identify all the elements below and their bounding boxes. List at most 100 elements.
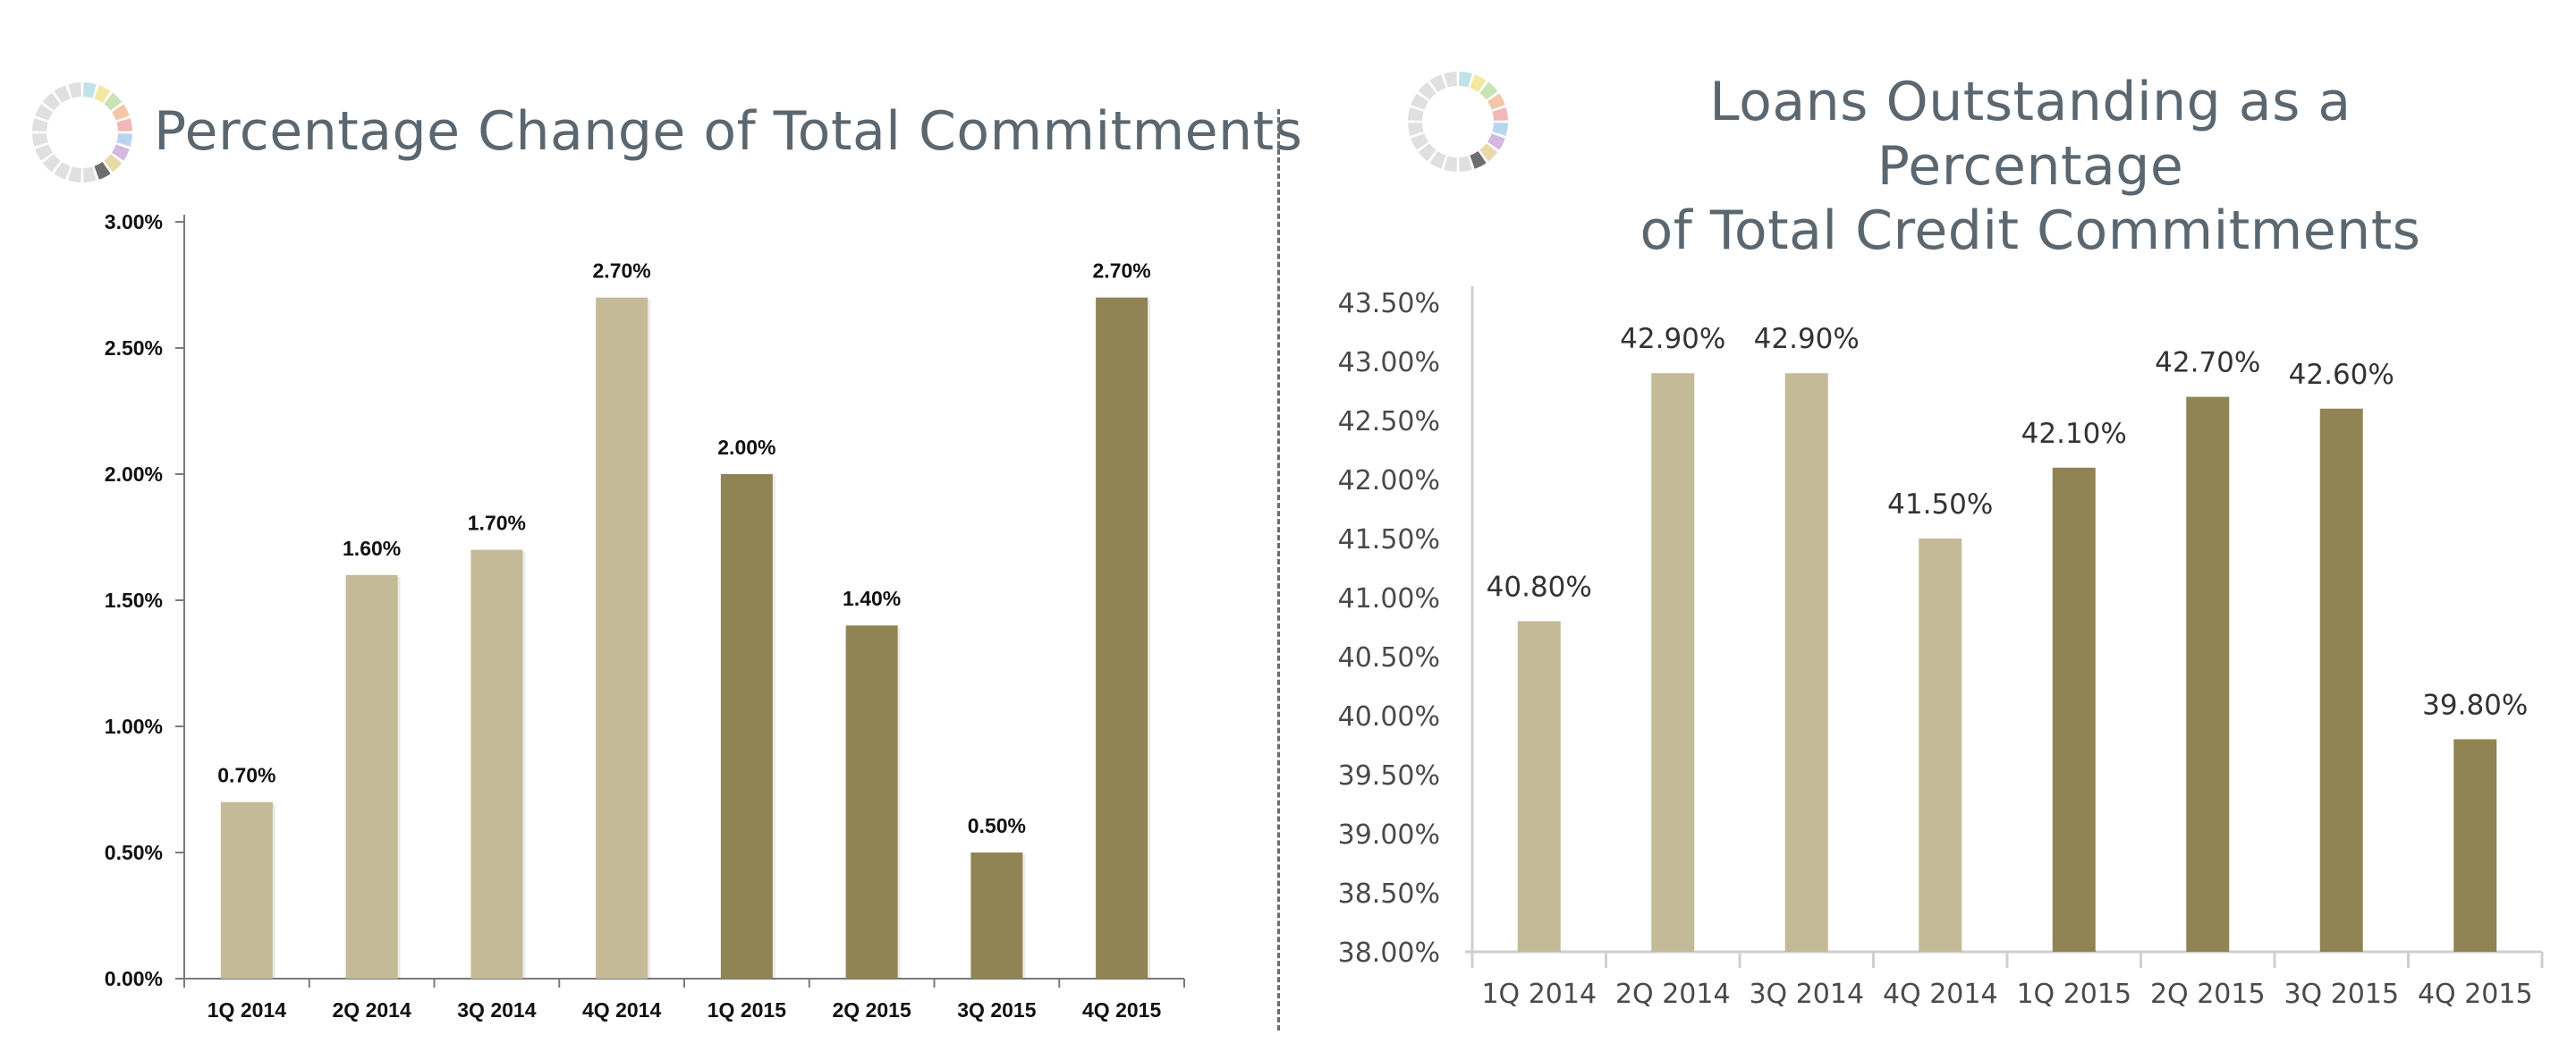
data-label: 40.80% bbox=[1487, 571, 1592, 603]
chart-title-right: Loans Outstanding as a Percentage of Tot… bbox=[1556, 70, 2504, 263]
logo-segment bbox=[1470, 150, 1487, 169]
x-tick-label: 1Q 2014 bbox=[1481, 979, 1597, 1010]
x-tick-label: 3Q 2014 bbox=[1749, 979, 1864, 1010]
data-label: 42.10% bbox=[2021, 418, 2127, 450]
data-label: 1.60% bbox=[343, 537, 401, 560]
y-tick-label: 2.50% bbox=[105, 336, 163, 360]
logo-segment bbox=[32, 133, 48, 147]
left-chart-panel: Percentage Change of Total Commitments 0… bbox=[0, 0, 1302, 1052]
y-tick-label: 3.00% bbox=[105, 210, 163, 233]
chart-title-line-2: of Total Credit Commitments bbox=[1640, 199, 2421, 262]
logo-segment bbox=[68, 166, 81, 182]
ring-logo-icon bbox=[32, 82, 132, 182]
logo-segment bbox=[116, 133, 132, 147]
logo-segment bbox=[1411, 133, 1429, 150]
logo-segment bbox=[1459, 72, 1472, 88]
logo-segment bbox=[1459, 156, 1472, 172]
logo-segment bbox=[54, 161, 71, 180]
logo-segment bbox=[32, 118, 48, 132]
bar bbox=[2453, 739, 2497, 952]
bar-chart-right: 38.00% 38.50% 39.00% 39.50% 40.00% 40.50% 41.0… bbox=[1338, 286, 2544, 1010]
x-tick-label: 2Q 2015 bbox=[833, 998, 911, 1022]
bar bbox=[596, 297, 648, 980]
y-tick-label: 2.00% bbox=[105, 462, 163, 486]
logo-segment bbox=[35, 104, 54, 121]
logo-segment bbox=[83, 166, 97, 182]
logo-segment bbox=[111, 144, 130, 161]
x-tick-label: 1Q 2014 bbox=[208, 998, 286, 1022]
bar bbox=[345, 574, 398, 979]
x-tick-label: 4Q 2014 bbox=[1883, 979, 1998, 1010]
x-tick-label: 4Q 2014 bbox=[582, 998, 661, 1022]
bar bbox=[1651, 373, 1695, 952]
data-label: 42.70% bbox=[2155, 347, 2260, 379]
x-tick-label: 4Q 2015 bbox=[1082, 998, 1161, 1022]
data-label: 1.40% bbox=[843, 587, 901, 610]
bar-chart-left: 0.00% 0.50% 1.00% 1.50% 2.00% 2.50% 3.00% 0.70%… bbox=[105, 210, 1185, 1022]
logo-segment bbox=[1444, 72, 1457, 88]
logo-segment bbox=[68, 82, 81, 98]
data-label: 1.70% bbox=[468, 512, 526, 535]
logo-segment bbox=[1479, 143, 1498, 162]
logo-segment bbox=[1418, 81, 1436, 100]
data-label: 2.00% bbox=[717, 436, 775, 459]
y-tick-label: 39.50% bbox=[1338, 760, 1440, 792]
data-label: 42.90% bbox=[1620, 323, 1725, 355]
logo-segment bbox=[104, 154, 123, 173]
x-tick-label: 3Q 2015 bbox=[2284, 979, 2399, 1010]
x-tick-label: 1Q 2015 bbox=[2016, 979, 2131, 1010]
data-label: 39.80% bbox=[2422, 689, 2528, 721]
logo-segment bbox=[1444, 156, 1457, 172]
x-tick-label: 2Q 2015 bbox=[2150, 979, 2266, 1010]
bar bbox=[1919, 539, 1962, 952]
logo-segment bbox=[1418, 143, 1436, 162]
chart-title-left: Percentage Change of Total Commitments bbox=[154, 100, 1303, 163]
logo-segment bbox=[1487, 133, 1505, 150]
data-label: 42.60% bbox=[2289, 359, 2394, 391]
x-tick-label: 3Q 2014 bbox=[457, 998, 536, 1022]
bar bbox=[1517, 621, 1561, 952]
logo-segment bbox=[42, 92, 61, 111]
y-tick-label: 0.50% bbox=[105, 841, 163, 864]
y-tick-label: 43.50% bbox=[1338, 288, 1440, 319]
data-label: 2.70% bbox=[1093, 259, 1151, 283]
bar bbox=[1784, 373, 1828, 952]
logo-segment bbox=[111, 104, 130, 121]
y-tick-label: 42.50% bbox=[1338, 406, 1440, 437]
y-tick-label: 41.50% bbox=[1338, 524, 1440, 556]
chart-title-line-1: Loans Outstanding as a Percentage bbox=[1709, 71, 2351, 198]
logo-segment bbox=[54, 85, 71, 104]
y-tick-label: 39.00% bbox=[1338, 819, 1440, 851]
x-tick-label: 1Q 2015 bbox=[708, 998, 786, 1022]
logo-segment bbox=[1492, 123, 1508, 136]
logo-segment bbox=[94, 161, 111, 180]
logo-segment bbox=[1408, 107, 1424, 121]
y-tick-label: 41.00% bbox=[1338, 583, 1440, 615]
data-label: 41.50% bbox=[1887, 488, 1993, 521]
y-tick-label: 43.00% bbox=[1338, 347, 1440, 378]
bar bbox=[720, 474, 773, 979]
y-tick-label: 1.50% bbox=[105, 589, 163, 612]
logo-segment bbox=[1408, 123, 1424, 136]
bar bbox=[845, 625, 898, 979]
x-tick-label: 2Q 2014 bbox=[333, 998, 411, 1022]
x-tick-label: 2Q 2014 bbox=[1615, 979, 1731, 1010]
y-tick-label: 1.00% bbox=[105, 715, 163, 738]
y-tick-label: 40.50% bbox=[1338, 642, 1440, 674]
y-tick-label: 40.00% bbox=[1338, 701, 1440, 733]
bar bbox=[2052, 467, 2096, 952]
bar bbox=[1096, 297, 1148, 980]
logo-segment bbox=[42, 154, 61, 173]
bar bbox=[970, 853, 1023, 979]
data-label: 0.70% bbox=[217, 764, 275, 787]
bar bbox=[2186, 396, 2230, 953]
ring-logo-icon bbox=[1408, 72, 1508, 172]
logo-segment bbox=[1429, 74, 1446, 93]
logo-segment bbox=[116, 118, 132, 132]
logo-segment bbox=[1487, 93, 1505, 110]
right-chart-panel: Loans Outstanding as a Percentage of Tot… bbox=[1288, 0, 2576, 1052]
logo-segment bbox=[1479, 81, 1498, 100]
logo-segment bbox=[1492, 107, 1508, 121]
logo-segment bbox=[94, 85, 111, 104]
logo-segment bbox=[104, 92, 123, 111]
